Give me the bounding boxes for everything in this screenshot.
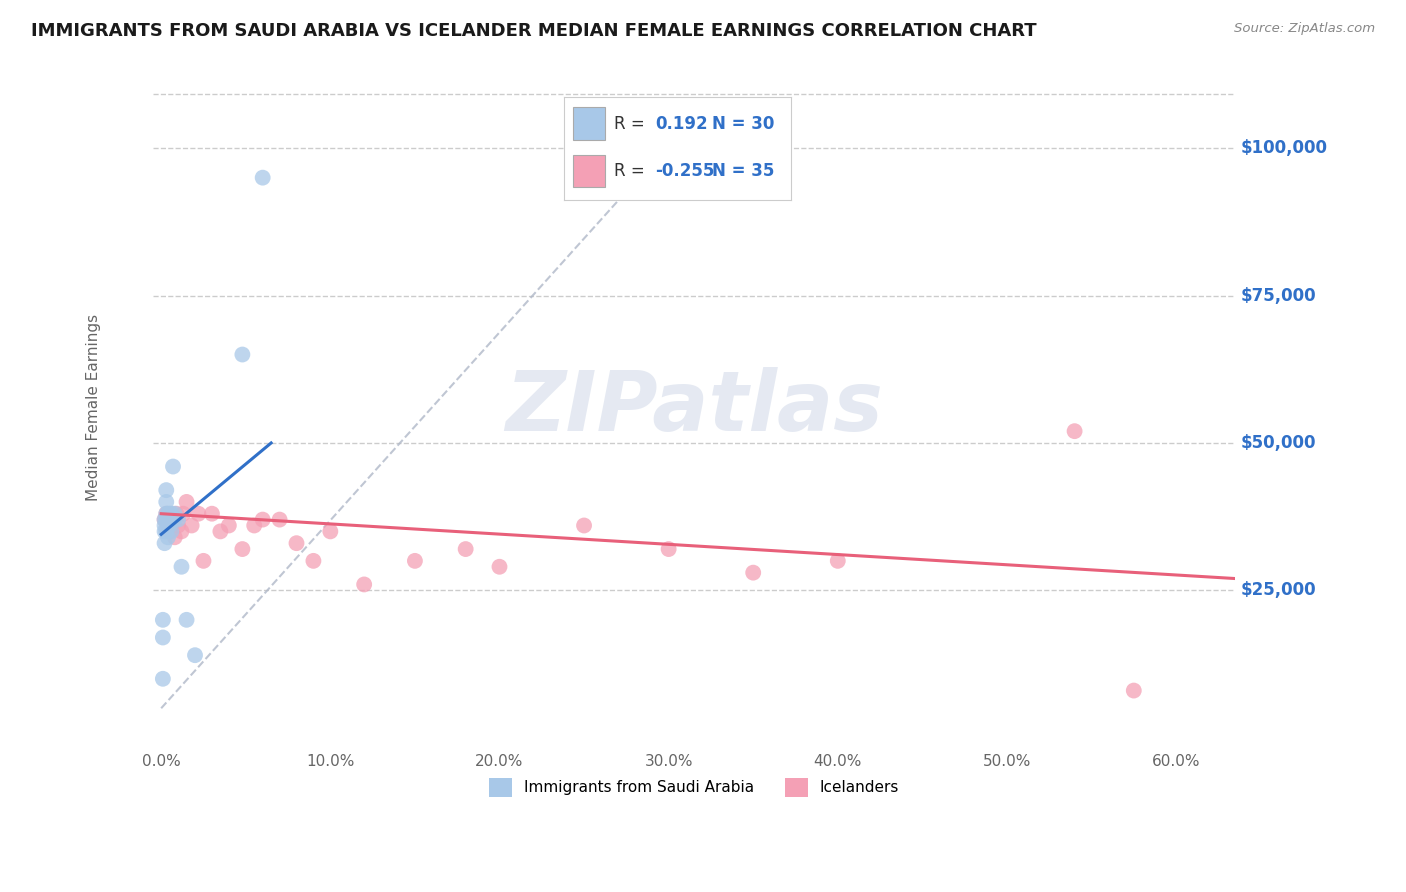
Point [159, 518, 181, 533]
Point [155, 513, 177, 527]
Point [170, 524, 193, 539]
Point [252, 170, 274, 185]
Point [209, 524, 232, 539]
Legend: Immigrants from Saudi Arabia, Icelanders: Immigrants from Saudi Arabia, Icelanders [482, 772, 905, 803]
Point [404, 554, 426, 568]
Point [201, 507, 224, 521]
Point [1122, 683, 1144, 698]
Point [180, 518, 202, 533]
Point [454, 542, 477, 557]
Point [163, 513, 186, 527]
Point [160, 507, 183, 521]
Point [353, 577, 375, 591]
Point [155, 495, 177, 509]
Point [176, 613, 198, 627]
Point [159, 513, 181, 527]
Point [302, 554, 325, 568]
Point [152, 672, 174, 686]
Point [827, 554, 849, 568]
Point [243, 518, 266, 533]
Text: IMMIGRANTS FROM SAUDI ARABIA VS ICELANDER MEDIAN FEMALE EARNINGS CORRELATION CHA: IMMIGRANTS FROM SAUDI ARABIA VS ICELANDE… [31, 22, 1036, 40]
Point [488, 559, 510, 574]
Text: $100,000: $100,000 [1240, 139, 1327, 157]
Text: Source: ZipAtlas.com: Source: ZipAtlas.com [1234, 22, 1375, 36]
Point [658, 542, 681, 557]
Point [160, 513, 183, 527]
Point [231, 347, 253, 361]
Point [1063, 424, 1085, 438]
Point [155, 524, 177, 539]
Point [156, 530, 179, 544]
Point [163, 507, 186, 521]
Point [170, 559, 193, 574]
Point [160, 524, 183, 539]
Point [153, 513, 176, 527]
Point [159, 507, 181, 521]
Point [187, 507, 209, 521]
Point [156, 518, 179, 533]
Point [153, 536, 176, 550]
Text: ZIPatlas: ZIPatlas [505, 368, 883, 448]
Point [159, 524, 181, 539]
Text: $25,000: $25,000 [1240, 582, 1316, 599]
Point [153, 518, 176, 533]
Point [152, 631, 174, 645]
Point [162, 459, 184, 474]
Point [269, 513, 291, 527]
Point [165, 507, 187, 521]
Point [176, 495, 198, 509]
Point [231, 542, 253, 557]
Point [319, 524, 342, 539]
Point [156, 518, 179, 533]
Point [742, 566, 765, 580]
Point [156, 507, 179, 521]
Text: Median Female Earnings: Median Female Earnings [86, 314, 101, 501]
Point [193, 554, 215, 568]
Point [153, 524, 176, 539]
Point [252, 513, 274, 527]
Point [155, 483, 177, 497]
Point [184, 648, 207, 663]
Point [160, 518, 183, 533]
Point [167, 518, 190, 533]
Point [172, 507, 194, 521]
Point [285, 536, 308, 550]
Point [155, 507, 177, 521]
Point [153, 513, 176, 527]
Text: $75,000: $75,000 [1240, 286, 1316, 304]
Point [572, 518, 595, 533]
Point [155, 507, 177, 521]
Point [218, 518, 240, 533]
Point [162, 513, 184, 527]
Point [163, 530, 186, 544]
Text: $50,000: $50,000 [1240, 434, 1316, 452]
Point [167, 513, 190, 527]
Point [152, 613, 174, 627]
